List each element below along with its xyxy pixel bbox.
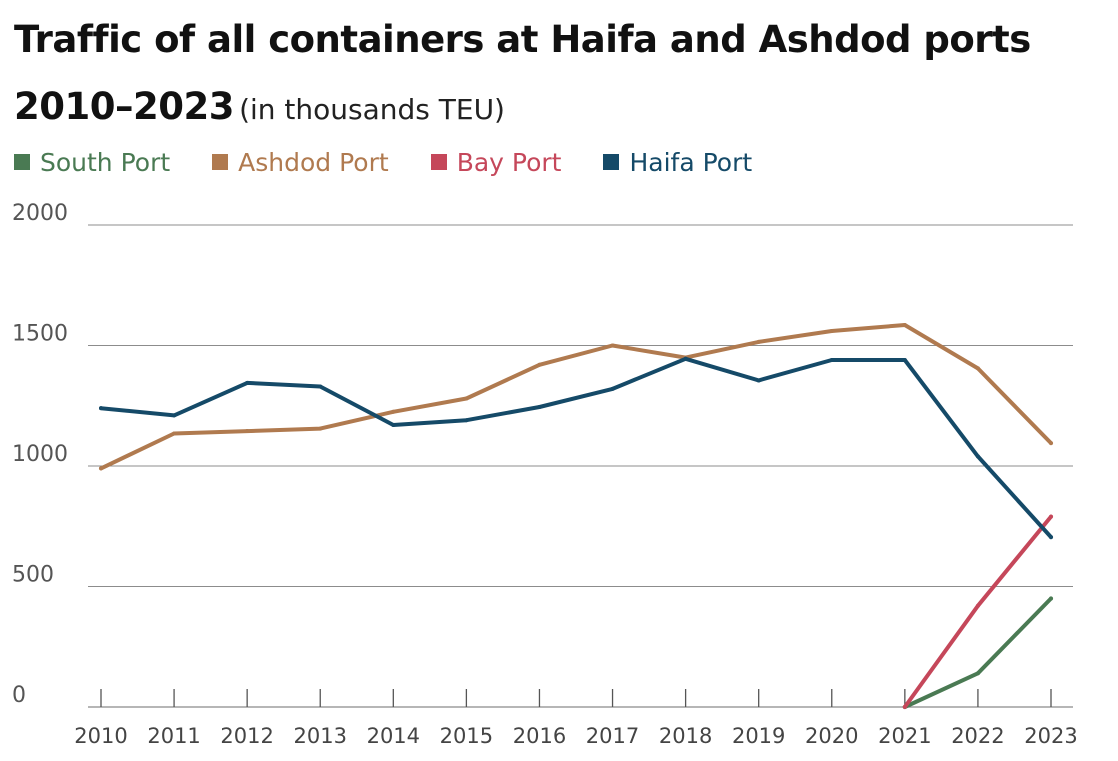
series-layer: [99, 323, 1053, 709]
legend-label-south-port: South Port: [40, 147, 171, 177]
data-point-haifa-port-2017: [610, 386, 615, 391]
data-point-ashdod-port-2016: [537, 362, 542, 367]
x-tick-label-2012: 2012: [220, 724, 273, 748]
grid-layer: [88, 224, 1073, 587]
chart-title-main: Traffic of all containers at Haifa and A…: [14, 18, 1031, 128]
data-point-ashdod-port-2011: [172, 431, 177, 436]
data-point-haifa-port-2011: [172, 413, 177, 418]
legend-swatch-bay-port: [430, 154, 447, 170]
x-tick-label-2014: 2014: [367, 724, 420, 748]
x-tick-label-2013: 2013: [294, 724, 347, 748]
data-point-haifa-port-2021: [902, 357, 907, 362]
data-point-bay-port-2021: [902, 705, 907, 709]
x-tick-label-2018: 2018: [659, 724, 712, 748]
legend-item-haifa-port: Haifa Port: [603, 148, 752, 177]
y-tick-label-1000: 1000: [12, 442, 68, 467]
y-tick-label-0: 0: [12, 683, 26, 708]
series-line-ashdod-port: [99, 323, 1053, 471]
data-point-south-port-2022: [975, 671, 980, 676]
series-line-haifa-port: [99, 356, 1053, 540]
data-point-haifa-port-2012: [245, 380, 250, 385]
legend-item-south-port: South Port: [14, 148, 170, 177]
legend-swatch-haifa-port: [603, 154, 620, 170]
data-point-haifa-port-2022: [975, 454, 980, 459]
x-tick-label-2020: 2020: [805, 724, 858, 748]
x-tick-label-2015: 2015: [440, 724, 493, 748]
data-point-ashdod-port-2020: [829, 329, 834, 334]
legend-item-ashdod-port: Ashdod Port: [212, 148, 389, 177]
data-point-ashdod-port-2010: [99, 466, 103, 471]
x-tick-label-2023: 2023: [1024, 724, 1077, 748]
data-point-haifa-port-2018: [683, 356, 688, 361]
legend-item-bay-port: Bay Port: [430, 147, 562, 177]
data-point-ashdod-port-2017: [610, 343, 615, 348]
x-tick-label-2011: 2011: [147, 724, 200, 748]
data-point-ashdod-port-2023: [1049, 441, 1053, 446]
data-point-haifa-port-2023: [1049, 535, 1053, 540]
data-point-haifa-port-2016: [537, 404, 542, 409]
data-point-ashdod-port-2012: [245, 429, 250, 434]
legend-swatch-south-port: [14, 154, 30, 170]
data-point-ashdod-port-2014: [391, 409, 396, 414]
y-tick-label-2000: 2000: [12, 201, 68, 226]
y-tick-label-500: 500: [12, 563, 54, 588]
data-point-haifa-port-2019: [756, 378, 761, 383]
data-point-ashdod-port-2015: [464, 396, 469, 401]
axis-layer: 0 500 1000 1500 2000 2010 2011 2012 2013 2014 2015…: [12, 201, 1078, 748]
legend-swatch-ashdod-port: [212, 154, 229, 170]
x-tick-label-2017: 2017: [586, 724, 639, 748]
data-point-ashdod-port-2022: [975, 366, 980, 371]
data-point-ashdod-port-2013: [318, 426, 323, 431]
x-tick-label-2016: 2016: [513, 724, 566, 748]
data-point-ashdod-port-2021: [902, 323, 907, 328]
legend-label-ashdod-port: Ashdod Port: [238, 147, 389, 177]
x-tick-label-2022: 2022: [951, 724, 1004, 748]
x-tick-label-2010: 2010: [74, 724, 127, 748]
data-point-ashdod-port-2019: [756, 339, 761, 344]
legend-label-bay-port: Bay Port: [456, 147, 562, 177]
data-point-south-port-2023: [1049, 596, 1053, 601]
data-point-bay-port-2023: [1049, 514, 1053, 519]
x-tick-label-2019: 2019: [732, 724, 785, 748]
x-tick-label-2021: 2021: [878, 724, 931, 748]
chart-legend: South Port Ashdod Port Bay Port Haifa Port: [14, 142, 752, 182]
data-point-haifa-port-2010: [99, 406, 103, 411]
data-point-haifa-port-2013: [318, 384, 323, 389]
data-point-bay-port-2022: [975, 603, 980, 608]
data-point-haifa-port-2015: [464, 418, 469, 423]
y-tick-label-1500: 1500: [12, 322, 68, 347]
data-point-haifa-port-2020: [829, 357, 834, 362]
legend-label-haifa-port: Haifa Port: [629, 147, 753, 177]
chart-title-units: (in thousands TEU): [239, 93, 505, 126]
data-point-haifa-port-2014: [391, 423, 396, 428]
chart-title: Traffic of all containers at Haifa and A…: [14, 10, 1104, 144]
series-line-bay-port: [902, 514, 1053, 709]
